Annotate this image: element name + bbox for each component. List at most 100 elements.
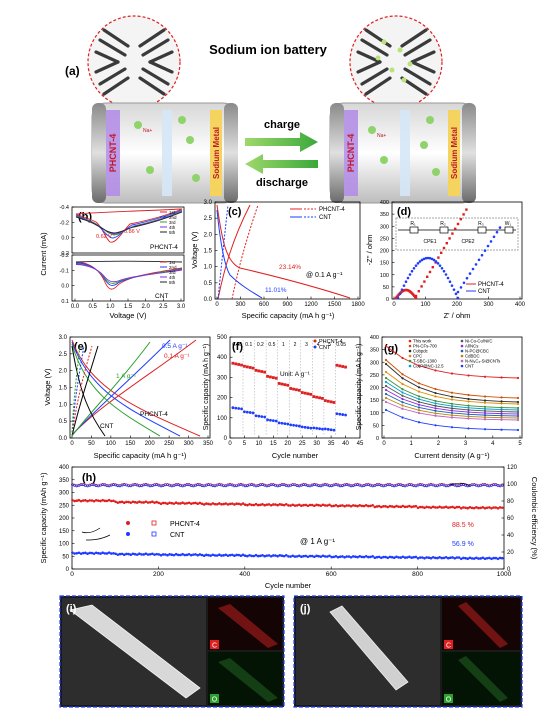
panel-c-label: (c) bbox=[228, 206, 242, 218]
panel-h-xtick-label: 400 bbox=[239, 571, 250, 578]
panel-j-map-c-rod bbox=[458, 602, 508, 648]
panel-g-ytick-label: 0 bbox=[376, 436, 379, 442]
charge-arrow[interactable] bbox=[245, 132, 318, 152]
g-point bbox=[500, 414, 503, 417]
f-point-cnt bbox=[332, 428, 336, 432]
h-ce-cnt bbox=[442, 483, 446, 487]
h-cap-phcnt bbox=[302, 503, 305, 507]
h-cap-cnt bbox=[397, 556, 400, 559]
h-ce-cnt bbox=[235, 484, 238, 488]
h-ce-cnt bbox=[477, 484, 480, 488]
h-cap-cnt bbox=[267, 554, 271, 557]
h-ce-cnt bbox=[202, 484, 206, 488]
g-point bbox=[516, 376, 520, 380]
h-cap-phcnt bbox=[453, 506, 457, 510]
d-point-blue bbox=[450, 284, 454, 287]
panel-f-xtick-label: 0 bbox=[228, 441, 232, 447]
h-ce-cnt bbox=[155, 483, 158, 487]
d-point-blue bbox=[444, 273, 448, 276]
h-cap-phcnt bbox=[127, 500, 130, 504]
h-cap-cnt bbox=[297, 554, 301, 558]
f-rate-label: 5 bbox=[328, 342, 331, 348]
discharge-arrow[interactable] bbox=[245, 154, 318, 174]
h-cap-cnt bbox=[483, 557, 487, 561]
f-point-phcnt bbox=[335, 363, 339, 367]
panel-d: (d) -Z'' / ohm Z' / ohm 0 100 200 300 400 0 50… bbox=[365, 200, 526, 320]
g-point bbox=[417, 403, 421, 406]
g-point bbox=[483, 405, 487, 408]
h-cap-phcnt bbox=[235, 502, 238, 506]
h-cap-phcnt bbox=[321, 503, 325, 507]
f-point-cnt bbox=[240, 407, 243, 411]
panel-i-map-c-rod bbox=[218, 604, 278, 648]
panel-c: (c) Voltage (V) Specific capacity (mA h … bbox=[190, 200, 365, 320]
h-cap-cnt bbox=[434, 556, 437, 560]
g-point bbox=[467, 404, 470, 407]
f-point-phcnt bbox=[297, 388, 301, 392]
h-ce-cnt bbox=[332, 483, 336, 487]
f-point-cnt bbox=[274, 419, 278, 423]
h-cap-phcnt bbox=[133, 500, 137, 504]
h-cap-phcnt bbox=[408, 504, 411, 508]
h-cap-cnt bbox=[358, 554, 362, 558]
h-cap-phcnt bbox=[403, 505, 407, 509]
f-point-cnt bbox=[309, 426, 313, 430]
g-point bbox=[417, 409, 421, 412]
h-cap-cnt bbox=[211, 553, 215, 557]
panel-b-top-ytick-label: -0.4 bbox=[60, 205, 69, 211]
h-cap-phcnt bbox=[151, 500, 154, 504]
h-cap-phcnt bbox=[94, 498, 98, 502]
g-point bbox=[500, 408, 503, 411]
b-legend-text: 2nd bbox=[169, 215, 177, 220]
panel-h-ytick-label: 400 bbox=[59, 465, 70, 471]
h-cap-phcnt bbox=[105, 499, 109, 503]
h-ce-cnt bbox=[360, 484, 364, 488]
h-cap-cnt bbox=[280, 554, 284, 558]
h-ce-cnt bbox=[310, 484, 314, 487]
h-cap-cnt bbox=[416, 556, 420, 560]
h-cap-phcnt bbox=[233, 503, 236, 506]
panel-e-label: (e) bbox=[74, 341, 88, 353]
g-point bbox=[401, 401, 404, 404]
h-cap-phcnt bbox=[129, 501, 133, 504]
h-cap-cnt bbox=[423, 556, 426, 560]
g-point bbox=[401, 388, 404, 391]
h-ce-cnt bbox=[343, 483, 346, 487]
f-point-phcnt bbox=[329, 400, 333, 404]
h-ce-cnt bbox=[265, 484, 269, 488]
h-ce-cnt bbox=[412, 484, 416, 488]
h-ce-cnt bbox=[459, 483, 463, 487]
panel-b-xtick-label: 0.5 bbox=[88, 304, 97, 310]
h-cap-phcnt bbox=[345, 504, 349, 507]
h-ce-cnt bbox=[362, 484, 366, 488]
panel-h-right-ytick-label: 120 bbox=[507, 465, 518, 471]
d-point-blue bbox=[486, 244, 490, 248]
g-legend-marker bbox=[408, 354, 412, 358]
h-ce-cnt bbox=[367, 483, 370, 487]
f-point-cnt bbox=[280, 421, 284, 425]
f-point-cnt bbox=[300, 425, 304, 429]
h-ce-cnt bbox=[457, 484, 461, 488]
f-point-cnt bbox=[257, 414, 261, 418]
g-legend-marker bbox=[408, 344, 412, 348]
h-ce-cnt bbox=[377, 483, 381, 487]
h-cap-cnt bbox=[362, 555, 366, 559]
h-cap-phcnt bbox=[148, 500, 152, 504]
h-cap-cnt bbox=[151, 552, 154, 556]
panel-c-xtick-label: 1800 bbox=[351, 302, 365, 308]
panel-f-xtick-label: 40 bbox=[342, 441, 349, 447]
h-cap-phcnt bbox=[200, 502, 204, 506]
h-cap-cnt bbox=[263, 554, 266, 558]
panel-h-right-ytick-label: 20 bbox=[507, 550, 514, 556]
panel-h-ret1: 88.5 % bbox=[452, 522, 474, 529]
g-point bbox=[516, 416, 520, 420]
h-cap-phcnt bbox=[412, 505, 416, 508]
panel-c-ytick-label: 1.0 bbox=[204, 265, 213, 271]
h-ce-cnt bbox=[436, 484, 439, 488]
h-cap-cnt bbox=[440, 556, 444, 560]
h-cap-cnt bbox=[475, 556, 478, 560]
f-point-phcnt bbox=[234, 362, 238, 366]
h-cap-phcnt bbox=[284, 502, 288, 506]
panel-b-bottom-ytick-label: -0.1 bbox=[60, 268, 69, 274]
g-point bbox=[483, 395, 487, 398]
